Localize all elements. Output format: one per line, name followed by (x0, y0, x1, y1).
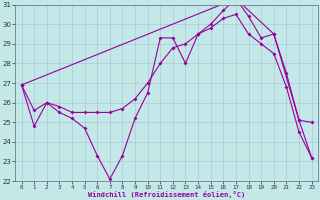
X-axis label: Windchill (Refroidissement éolien,°C): Windchill (Refroidissement éolien,°C) (88, 191, 245, 198)
